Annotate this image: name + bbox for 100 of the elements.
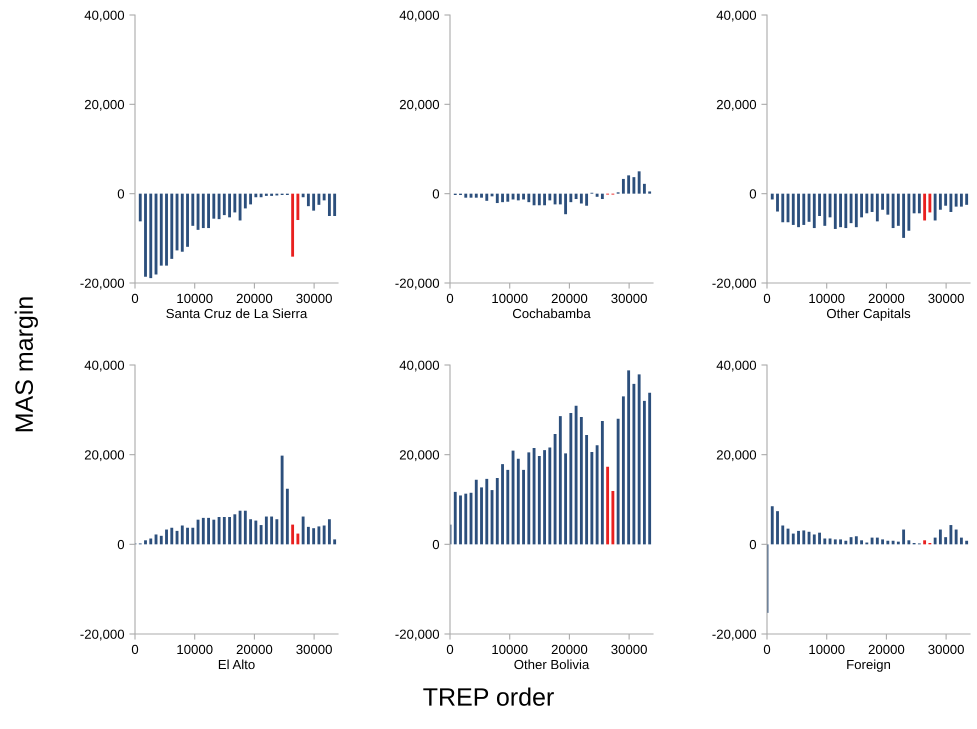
bar: [907, 540, 910, 544]
bar: [275, 519, 278, 544]
bar: [850, 537, 852, 544]
bar: [960, 538, 963, 544]
bar: [954, 530, 958, 544]
y-tick-label: 0: [750, 189, 756, 199]
x-tick-label: 0: [446, 294, 454, 304]
y-tick-label: -20,000: [80, 278, 124, 290]
x-tick-label: 0: [132, 644, 138, 654]
bar: [823, 538, 826, 544]
bar: [149, 538, 152, 544]
y-tick-label: 0: [432, 189, 440, 199]
bar: [222, 516, 226, 544]
bar: [543, 450, 546, 544]
bar: [490, 490, 494, 544]
bar: [949, 525, 952, 544]
bar: [459, 495, 462, 544]
bar: [574, 194, 578, 200]
bar: [233, 514, 236, 544]
y-tick-label: -20,000: [712, 630, 756, 640]
y-tick-label: 40,000: [84, 360, 124, 372]
x-tick-label: 10000: [809, 294, 845, 304]
y-tick-label: 20,000: [400, 450, 440, 462]
bar: [244, 510, 247, 544]
bar: [642, 184, 646, 194]
y-tick-label: 20,000: [84, 450, 124, 462]
bar: [312, 528, 316, 544]
bar: [648, 392, 652, 544]
y-tick-label: 0: [118, 540, 124, 550]
bar: [616, 418, 620, 544]
bar: [238, 510, 242, 544]
bar: [632, 177, 636, 194]
bar: [470, 492, 472, 544]
bar: [302, 516, 305, 544]
text: Cochabamba: [512, 308, 591, 318]
bar: [870, 538, 874, 544]
bar: [516, 194, 520, 200]
bar: [196, 520, 200, 544]
bar: [886, 540, 890, 544]
x-tick-label: 10000: [177, 644, 213, 654]
y-tick-label: 0: [118, 189, 124, 199]
bar: [574, 406, 578, 544]
bar: [797, 530, 800, 544]
x-tick-label: 10000: [492, 294, 528, 304]
bar: [543, 194, 546, 206]
bar: [296, 534, 300, 544]
bar: [600, 421, 604, 544]
bar: [254, 520, 258, 544]
bar: [306, 526, 310, 544]
y-tick-label: 20,000: [716, 450, 756, 462]
bar: [328, 519, 331, 544]
y-tick-label: -20,000: [80, 630, 124, 640]
y-tick-label: -20,000: [395, 278, 440, 290]
bar: [776, 511, 779, 544]
bar: [522, 470, 525, 544]
text: El Alto: [218, 659, 255, 670]
x-tick-label: 30000: [296, 294, 332, 304]
bar: [808, 532, 810, 544]
bar: [228, 516, 232, 544]
text: Foreign: [847, 659, 890, 672]
text: Other Bolivia: [514, 659, 590, 670]
bar: [564, 453, 568, 544]
x-axis-title: TREP order: [423, 687, 554, 706]
y-tick-label: 0: [432, 540, 440, 550]
bar: [896, 542, 900, 544]
bar: [538, 456, 541, 544]
bar: [934, 538, 937, 544]
bar: [818, 532, 821, 544]
bar: [186, 528, 189, 544]
bar: [606, 466, 610, 544]
bar: [548, 194, 552, 200]
bar: [854, 536, 858, 544]
bar: [632, 384, 636, 544]
bar: [538, 194, 541, 206]
bar: [207, 518, 210, 544]
x-tick-label: 10000: [809, 644, 845, 654]
bar: [532, 448, 536, 544]
bar: [860, 540, 864, 544]
bar: [176, 530, 178, 544]
bar: [260, 525, 263, 544]
bar: [585, 434, 588, 544]
bar: [944, 537, 948, 544]
x-tick-label: 0: [132, 294, 138, 304]
x-tick-label: 20000: [236, 294, 272, 304]
bar: [965, 540, 968, 544]
bar: [596, 194, 599, 197]
x-tick-label: 30000: [611, 644, 647, 654]
bar: [554, 434, 557, 544]
x-tick-label: 0: [446, 644, 454, 654]
bar: [532, 194, 536, 206]
bar: [876, 538, 879, 544]
bar: [154, 534, 158, 544]
bar: [501, 194, 504, 202]
bar: [333, 539, 336, 544]
x-tick-label: 10000: [492, 644, 528, 654]
bar: [501, 464, 504, 544]
bar: [569, 412, 572, 544]
bar: [480, 487, 483, 544]
bar: [317, 526, 320, 544]
bar: [642, 400, 646, 544]
